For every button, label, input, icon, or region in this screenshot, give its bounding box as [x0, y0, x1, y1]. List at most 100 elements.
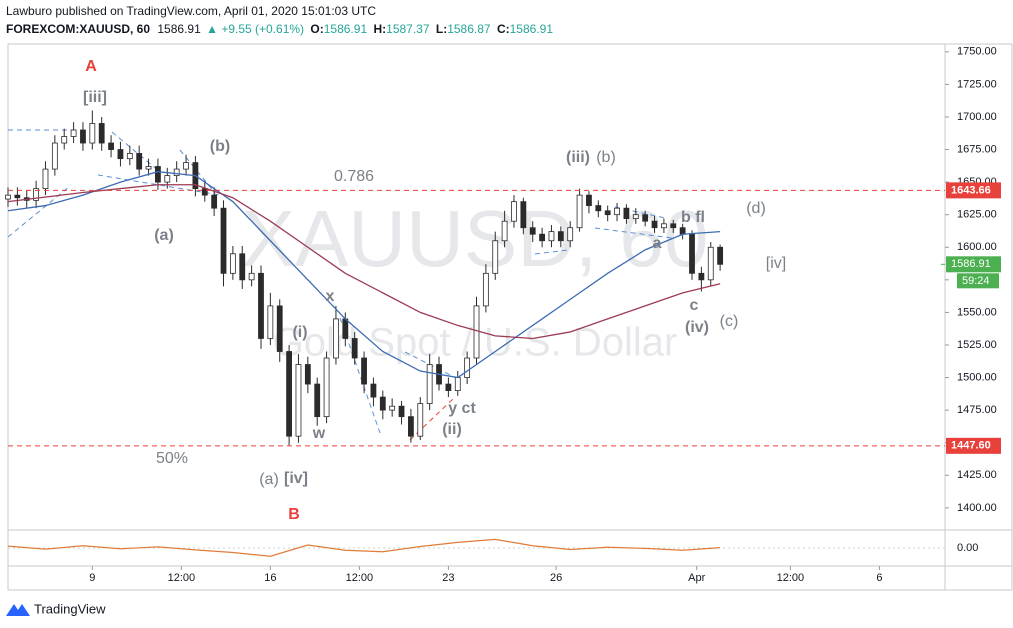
candle-body [408, 416, 414, 437]
candle-body [98, 123, 105, 144]
candle-body [276, 305, 283, 352]
candle-body [567, 227, 574, 242]
candle-body [211, 194, 218, 209]
candle-body [511, 201, 517, 222]
candle-body [80, 129, 86, 144]
annotation: (b) [596, 149, 616, 166]
candle-body [220, 207, 227, 274]
candle-body [126, 153, 133, 160]
x-tick-label: 26 [550, 572, 562, 584]
y-tick-label: 1625.00 [957, 209, 997, 221]
moving-average [7, 184, 721, 340]
candle-body [586, 194, 592, 206]
candle-body [642, 214, 649, 222]
candle-body [42, 168, 49, 190]
candle-body [454, 377, 461, 391]
y-tick-label: 1725.00 [957, 78, 997, 90]
y-tick-label: 1425.00 [957, 469, 997, 481]
candle-body [492, 240, 499, 274]
annotations: A [iii] (b) (a) 0.786 x (i) w (ii) y ct … [83, 58, 786, 523]
frame [7, 43, 1013, 591]
candle-body [698, 272, 705, 281]
y-tick-label: 1400.00 [957, 502, 997, 514]
logo: TradingView [6, 601, 106, 616]
ohlc-value: 1586.87 [447, 22, 491, 36]
candle-body [295, 364, 302, 437]
candle-body [548, 231, 555, 242]
candle-body [267, 305, 274, 339]
candle-body [482, 272, 489, 307]
level-label: 1643.66 [951, 184, 991, 196]
candle-body [314, 383, 321, 418]
annotation: (a) [259, 471, 279, 488]
candle-body [323, 357, 330, 418]
candle-body [389, 405, 396, 411]
annotation: [iv] [284, 470, 308, 487]
candle-body [201, 188, 208, 196]
annotation: (c) [720, 313, 739, 330]
candle-body [670, 223, 677, 229]
annotation: c [690, 297, 699, 314]
candle-body [229, 253, 236, 274]
oscillator-line [7, 538, 721, 557]
countdown: 59:24 [962, 275, 990, 287]
candle-body [239, 253, 246, 281]
annotation: A [85, 58, 97, 75]
candle-body [286, 351, 293, 437]
ohlc-label: L: [436, 22, 447, 36]
x-tick-label: 12:00 [168, 572, 196, 584]
candle-body [258, 272, 264, 339]
candle-body [89, 123, 96, 144]
y-tick-label: 1750.00 [957, 46, 997, 58]
candle-body [51, 142, 58, 170]
watermark: XAUUSD, 60 [242, 194, 709, 283]
candle-body [398, 405, 405, 418]
candle-body [539, 233, 545, 242]
y-tick-label: 1550.00 [957, 306, 997, 318]
y-tick-label: 1500.00 [957, 371, 997, 383]
annotation: B [288, 506, 300, 523]
candle-body [445, 383, 452, 391]
footer: TradingView [34, 601, 106, 616]
candle-body [361, 357, 367, 385]
candle-body [520, 201, 527, 229]
candle-body [155, 166, 161, 183]
candle-body [136, 153, 143, 170]
candle-body [183, 162, 189, 170]
candle-body [379, 396, 386, 411]
candle-body [417, 403, 424, 437]
x-tick-label: 16 [264, 572, 276, 584]
y-tick-label: 1525.00 [957, 339, 997, 351]
ohlc-label: H: [373, 22, 386, 36]
annotation: (a) [154, 227, 174, 244]
candle-body [145, 166, 152, 170]
annotation: [iii] [83, 89, 107, 106]
x-tick-label: 12:00 [777, 572, 805, 584]
candle-body [370, 383, 377, 398]
annotation: w [312, 425, 326, 442]
y-tick-label: 1475.00 [957, 404, 997, 416]
level-label-box [946, 182, 1001, 199]
candle-body [117, 149, 124, 160]
candle-body [351, 338, 358, 359]
candle-body [70, 129, 77, 137]
annotation: (iii) [566, 149, 590, 166]
candle-body [717, 246, 724, 265]
y-tick-label: 1700.00 [957, 111, 997, 123]
x-tick-label: 12:00 [346, 572, 374, 584]
candle-body [529, 227, 536, 235]
candle-body [333, 318, 339, 359]
osc-tick-label: 0.00 [957, 542, 978, 554]
level-label-box [946, 437, 1001, 454]
x-tick-label: 6 [876, 572, 882, 584]
ohlc-label: O: [310, 22, 323, 36]
annotation: b fl [681, 209, 705, 226]
annotation: (ii) [442, 421, 462, 438]
last-price-box [946, 256, 1001, 273]
y-tick-label: 1600.00 [957, 241, 997, 253]
candle-body [426, 364, 433, 405]
y-tick-label: 1675.00 [957, 143, 997, 155]
candle-body [108, 142, 114, 150]
x-tick-label: 23 [442, 572, 454, 584]
